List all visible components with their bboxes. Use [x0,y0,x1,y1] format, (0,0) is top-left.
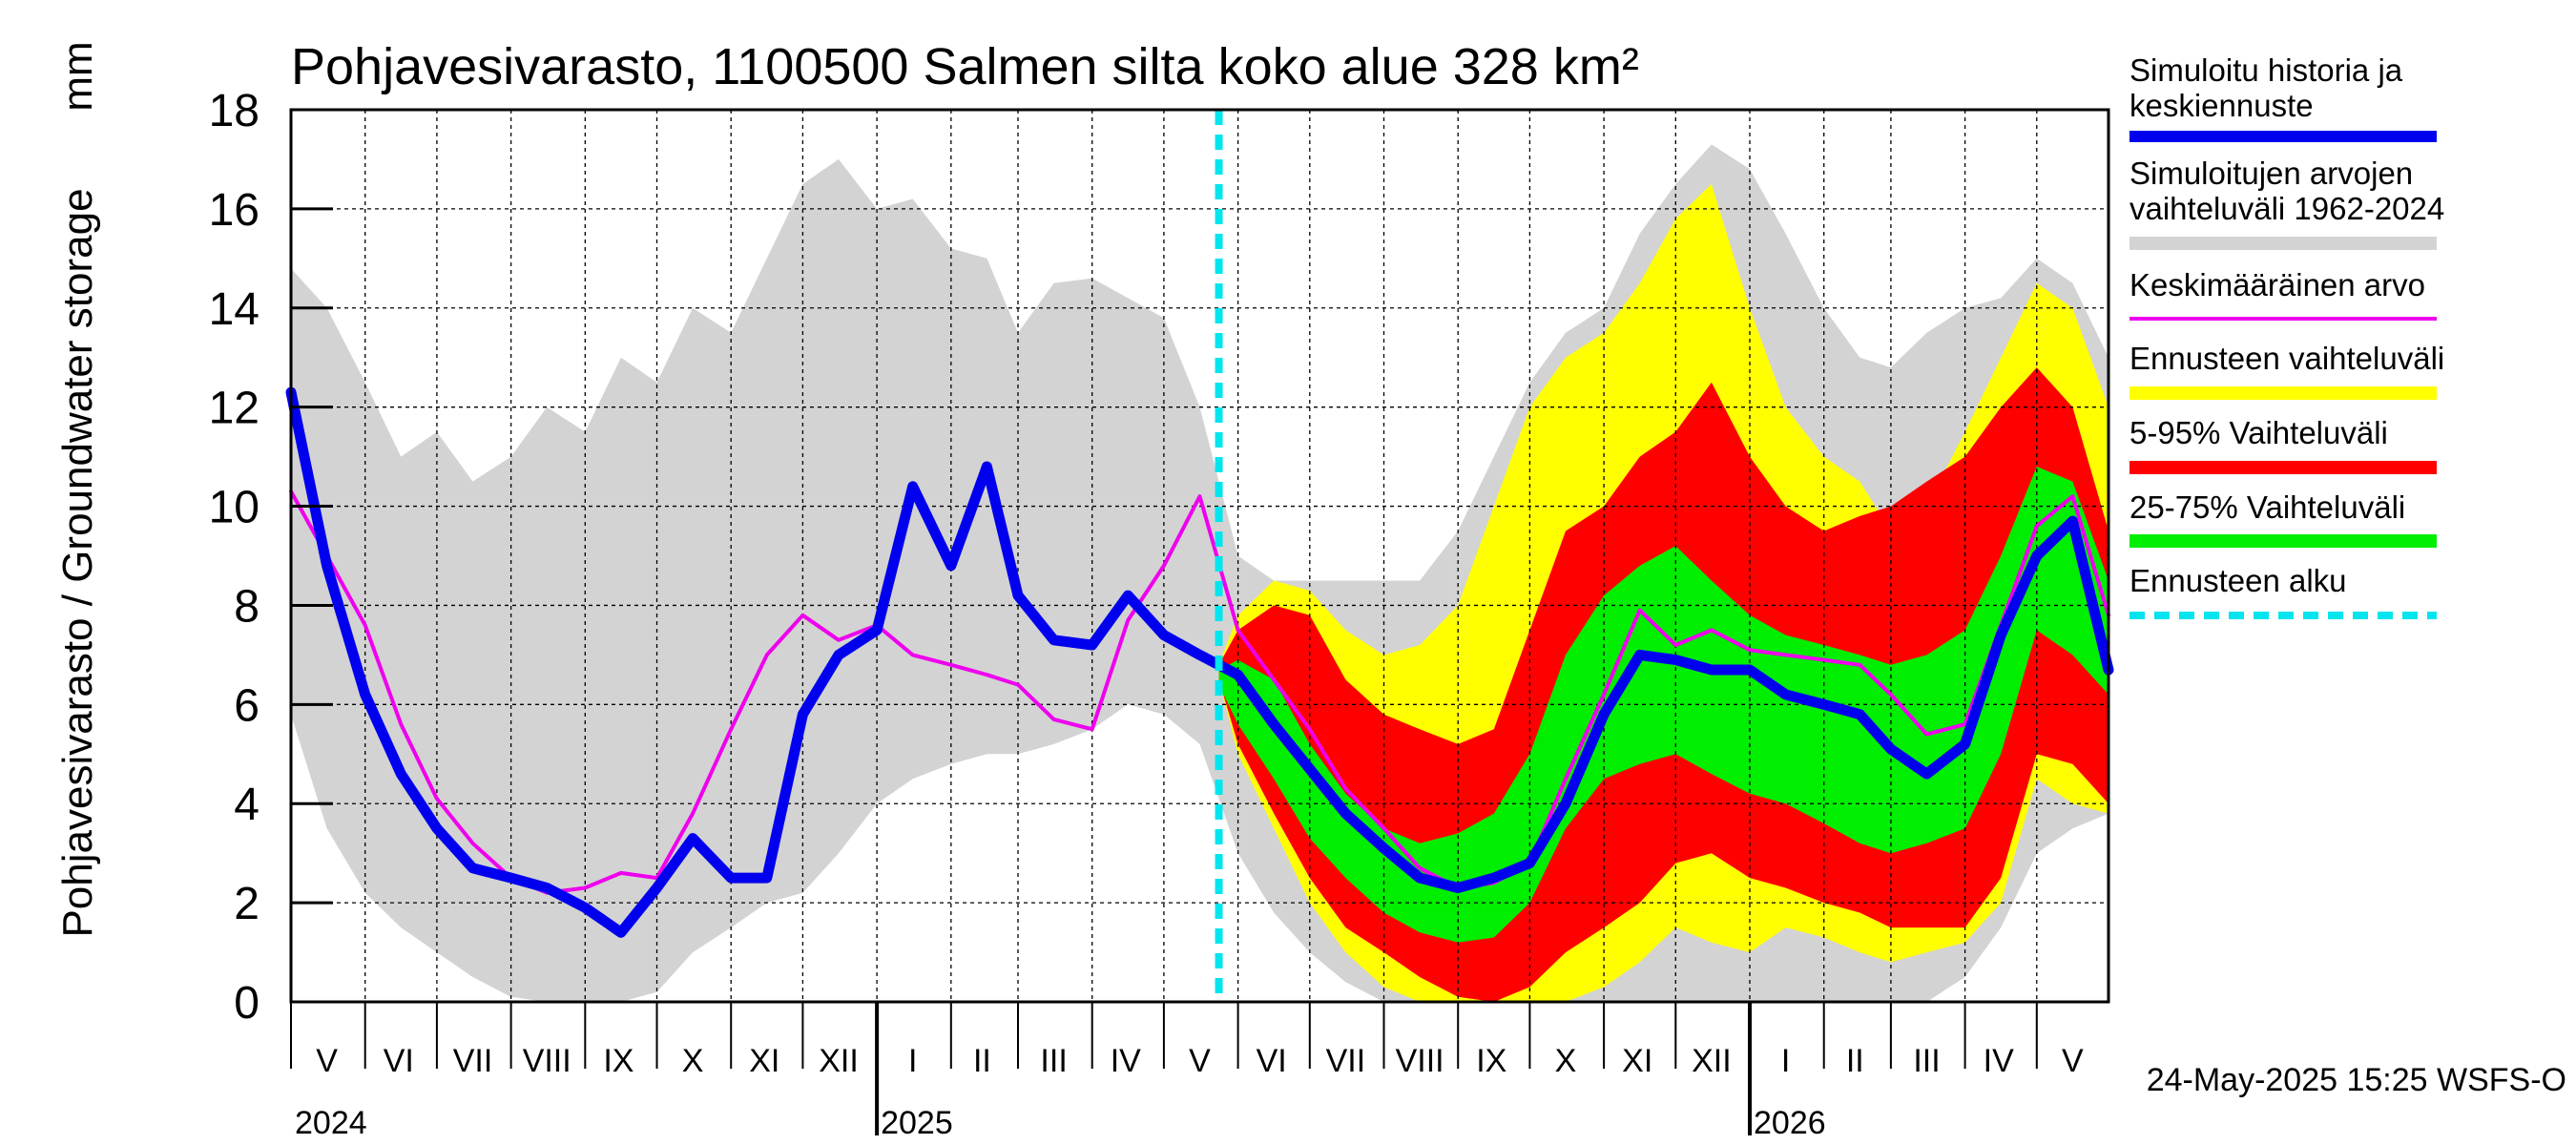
legend-item: Ennusteen alku [2129,563,2437,619]
year-label: 2024 [295,1105,367,1141]
legend-label: Simuloitujen arvojen [2129,156,2413,191]
month-label: X [682,1043,704,1079]
year-label: 2025 [881,1105,953,1141]
legend-label: vaihteluväli 1962-2024 [2129,191,2444,226]
y-tick-label: 0 [234,978,260,1029]
y-tick-label: 16 [209,185,260,236]
line-series-5 [285,386,2114,938]
month-label: II [1846,1043,1864,1079]
month-label: V [316,1043,338,1079]
legend-item: 5-95% Vaihteluväli [2129,415,2437,474]
y-axis-unit: mm [54,41,101,111]
legend-label: 5-95% Vaihteluväli [2129,415,2388,450]
month-label: VII [1326,1043,1366,1079]
legend-label: keskiennuste [2129,88,2314,123]
y-tick-label: 18 [209,86,260,136]
month-label: IX [1476,1043,1506,1079]
month-label: VI [1257,1043,1287,1079]
legend-item: Keskimääräinen arvo [2129,267,2437,321]
month-label: VI [384,1043,414,1079]
y-tick-label: 14 [209,284,260,335]
month-label: XI [1622,1043,1652,1079]
legend-item: 25-75% Vaihteluväli [2129,489,2437,548]
line-series-4 [289,489,2110,895]
month-label: VII [453,1043,493,1079]
month-label: V [1189,1043,1211,1079]
band-series-3 [1218,467,2109,943]
chart-title: Pohjavesivarasto, 1100500 Salmen silta k… [291,38,1639,95]
month-label: XII [1692,1043,1732,1079]
month-label: IV [1111,1043,1141,1079]
legend-label: Keskimääräinen arvo [2129,267,2425,302]
month-label: III [1040,1043,1067,1079]
legend-label: Ennusteen alku [2129,563,2347,598]
month-label: VIII [1396,1043,1444,1079]
month-label: IV [1984,1043,2014,1079]
y-tick-label: 12 [209,384,260,434]
footer-timestamp: 24-May-2025 15:25 WSFS-O [2147,1062,2566,1098]
y-tick-label: 8 [234,581,260,632]
year-label: 2026 [1754,1105,1826,1141]
month-label: V [2062,1043,2084,1079]
month-label: IX [603,1043,634,1079]
legend: Simuloitu historia jakeskiennusteSimuloi… [2129,52,2444,619]
month-label: III [1913,1043,1940,1079]
y-tick-label: 6 [234,680,260,731]
plot-frame [289,108,2110,1004]
month-label: XI [749,1043,779,1079]
month-label: I [1781,1043,1790,1079]
month-label: I [908,1043,917,1079]
y-axis-label: Pohjavesivarasto / Groundwater storage [54,188,101,937]
y-tick-label: 4 [234,780,260,830]
month-label: X [1555,1043,1577,1079]
legend-label: Simuloitu historia ja [2129,52,2403,88]
legend-label: 25-75% Vaihteluväli [2129,489,2405,525]
legend-label: Ennusteen vaihteluväli [2129,341,2444,376]
y-tick-label: 10 [209,483,260,533]
month-label: VIII [523,1043,571,1079]
y-tick-label: 2 [234,879,260,929]
legend-item: Ennusteen vaihteluväli [2129,341,2444,400]
month-label: II [973,1043,991,1079]
month-label: XII [819,1043,859,1079]
